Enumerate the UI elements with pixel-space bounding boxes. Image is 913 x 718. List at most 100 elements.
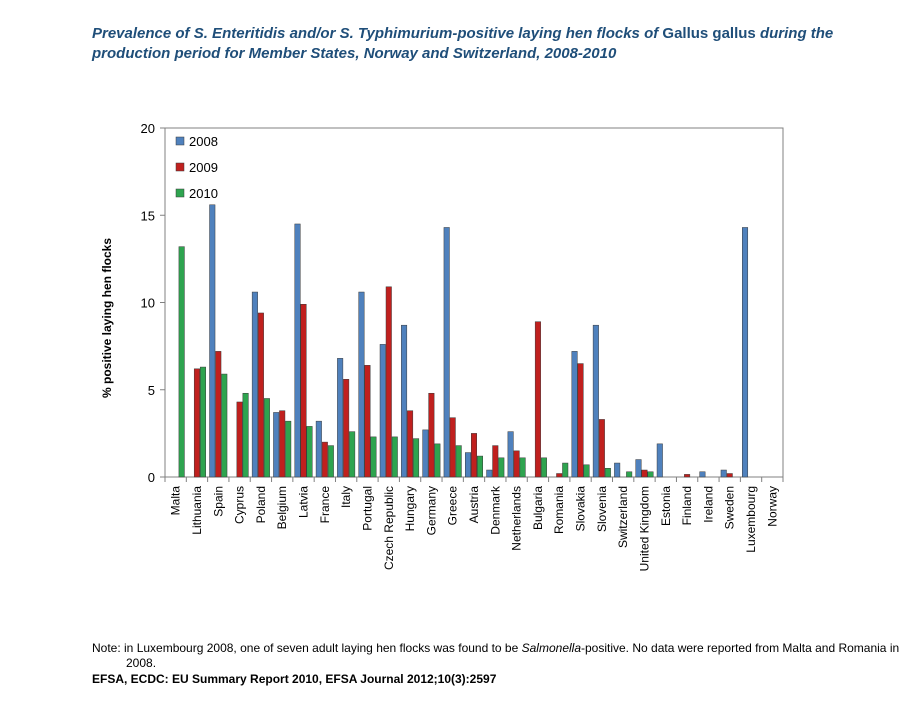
bar-chart: Malta Lithuania Spain Cyprus Poland Belgium La… — [100, 121, 784, 571]
bar-2009-netherlands — [513, 450, 520, 478]
x-tick-label: Ireland — [701, 486, 715, 523]
x-tick-label: Austria — [467, 486, 481, 524]
bar-2010-hungary — [413, 438, 420, 478]
x-tick-label: Cyprus — [233, 486, 247, 524]
bar-2010-germany — [434, 443, 441, 478]
x-tick-label: Slovenia — [595, 486, 609, 532]
x-tick-label: Denmark — [488, 485, 502, 535]
bar-2010-austria — [477, 455, 483, 478]
x-tick-label: Greece — [446, 486, 460, 526]
bar-2010-slovenia — [604, 468, 611, 478]
bar-2008-sweden — [720, 469, 727, 478]
legend-label-2008: 2008 — [189, 134, 218, 149]
bar-2008-spain — [209, 204, 216, 478]
bar-2008-greece — [443, 227, 450, 478]
bar-2010-cyprus — [242, 392, 249, 478]
bar-2008-belgium — [273, 412, 280, 478]
x-tick-label: France — [318, 486, 332, 524]
x-tick-label: Czech Republic — [382, 486, 396, 570]
bar-2008-poland — [251, 291, 258, 478]
bar-2009-portugal — [364, 365, 371, 478]
bar-2008-ireland — [699, 471, 706, 478]
chart-bars — [178, 204, 749, 478]
x-tick-label: Lithuania — [190, 486, 204, 535]
bar-2009-lithuania — [193, 368, 200, 478]
source-citation: EFSA, ECDC: EU Summary Report 2010, EFSA… — [92, 672, 497, 686]
y-tick-label: 0 — [148, 470, 155, 485]
bar-2008-hungary — [401, 324, 408, 478]
bar-2009-united-kingdom — [641, 469, 648, 478]
legend-label-2009: 2009 — [189, 160, 218, 175]
x-tick-label: Sweden — [723, 486, 737, 529]
bar-2010-united-kingdom — [647, 471, 654, 478]
bar-2009-latvia — [300, 304, 307, 478]
bar-2010-france — [327, 445, 334, 478]
x-tick-label: Italy — [339, 486, 353, 508]
x-tick-label: Spain — [211, 486, 225, 517]
bar-2009-france — [321, 441, 328, 478]
bar-2010-slovakia — [583, 464, 590, 478]
bar-2009-germany — [428, 392, 435, 478]
bar-2008-austria — [465, 452, 471, 478]
x-tick-label: Portugal — [360, 486, 374, 531]
bar-2010-lithuania — [199, 366, 206, 478]
bar-2009-austria — [471, 433, 477, 478]
bar-2008-czech-republic — [379, 344, 386, 478]
bar-2010-romania — [562, 462, 569, 478]
bar-2008-denmark — [486, 469, 493, 478]
x-tick-label: Switzerland — [616, 486, 630, 548]
bar-2008-slovakia — [571, 351, 578, 478]
x-tick-label: Finland — [680, 486, 694, 525]
bar-2010-czech-republic — [391, 436, 398, 478]
legend-label-2010: 2010 — [189, 186, 218, 201]
bar-2010-bulgaria — [540, 457, 547, 478]
legend-swatch-2009 — [175, 162, 185, 172]
bar-2008-italy — [337, 358, 344, 478]
x-tick-labels: Malta Lithuania Spain Cyprus Poland Belgium La… — [164, 477, 784, 571]
y-tick-label: 15 — [141, 208, 155, 223]
x-tick-label: Germany — [424, 486, 438, 535]
bar-2008-luxembourg — [742, 227, 749, 478]
x-tick-label: Romania — [552, 486, 566, 534]
y-tick-label: 10 — [141, 296, 155, 311]
x-tick-label: Luxembourg — [744, 486, 758, 553]
bar-2010-spain — [221, 373, 228, 478]
x-tick-label: Norway — [765, 486, 779, 527]
bar-2010-belgium — [285, 420, 292, 478]
bar-2010-greece — [455, 445, 462, 478]
bar-2010-netherlands — [519, 457, 526, 478]
x-tick-label: United Kingdom — [637, 486, 651, 571]
bar-2010-switzerland — [626, 471, 633, 478]
legend-swatch-2008 — [175, 136, 185, 146]
x-tick-label: Poland — [254, 486, 268, 523]
bar-2010-poland — [263, 398, 270, 478]
bar-2010-latvia — [306, 426, 313, 478]
bar-2009-belgium — [279, 410, 286, 478]
x-tick-label: Estonia — [659, 486, 673, 526]
y-axis-label: % positive laying hen flocks — [100, 238, 114, 398]
legend: 2008 2009 2010 — [175, 134, 218, 201]
bar-2010-denmark — [498, 457, 505, 478]
bar-2008-united-kingdom — [635, 459, 642, 478]
bar-2009-slovakia — [577, 363, 584, 478]
footnote: Note: in Luxembourg 2008, one of seven a… — [92, 641, 900, 670]
bar-2009-denmark — [492, 445, 499, 478]
y-tick-labels: 0 5 10 15 20 — [141, 121, 165, 485]
x-tick-label: Latvia — [297, 486, 311, 518]
bar-2008-netherlands — [507, 431, 514, 478]
x-tick-label: Slovakia — [574, 486, 588, 532]
bar-2009-finland — [684, 474, 691, 478]
x-tick-label: Belgium — [275, 486, 289, 529]
bar-2009-sweden — [726, 473, 733, 478]
bar-2010-italy — [349, 431, 356, 478]
bar-2010-portugal — [370, 436, 377, 478]
bar-2009-bulgaria — [534, 321, 541, 478]
x-tick-label: Netherlands — [510, 486, 524, 551]
chart-title: Prevalence of S. Enteritidis and/or S. T… — [92, 25, 834, 62]
bar-2009-czech-republic — [385, 286, 392, 478]
x-tick-label: Malta — [169, 486, 183, 516]
bar-2009-hungary — [407, 410, 414, 478]
x-tick-label: Hungary — [403, 486, 417, 531]
y-tick-label: 5 — [148, 383, 155, 398]
legend-swatch-2010 — [175, 188, 185, 198]
